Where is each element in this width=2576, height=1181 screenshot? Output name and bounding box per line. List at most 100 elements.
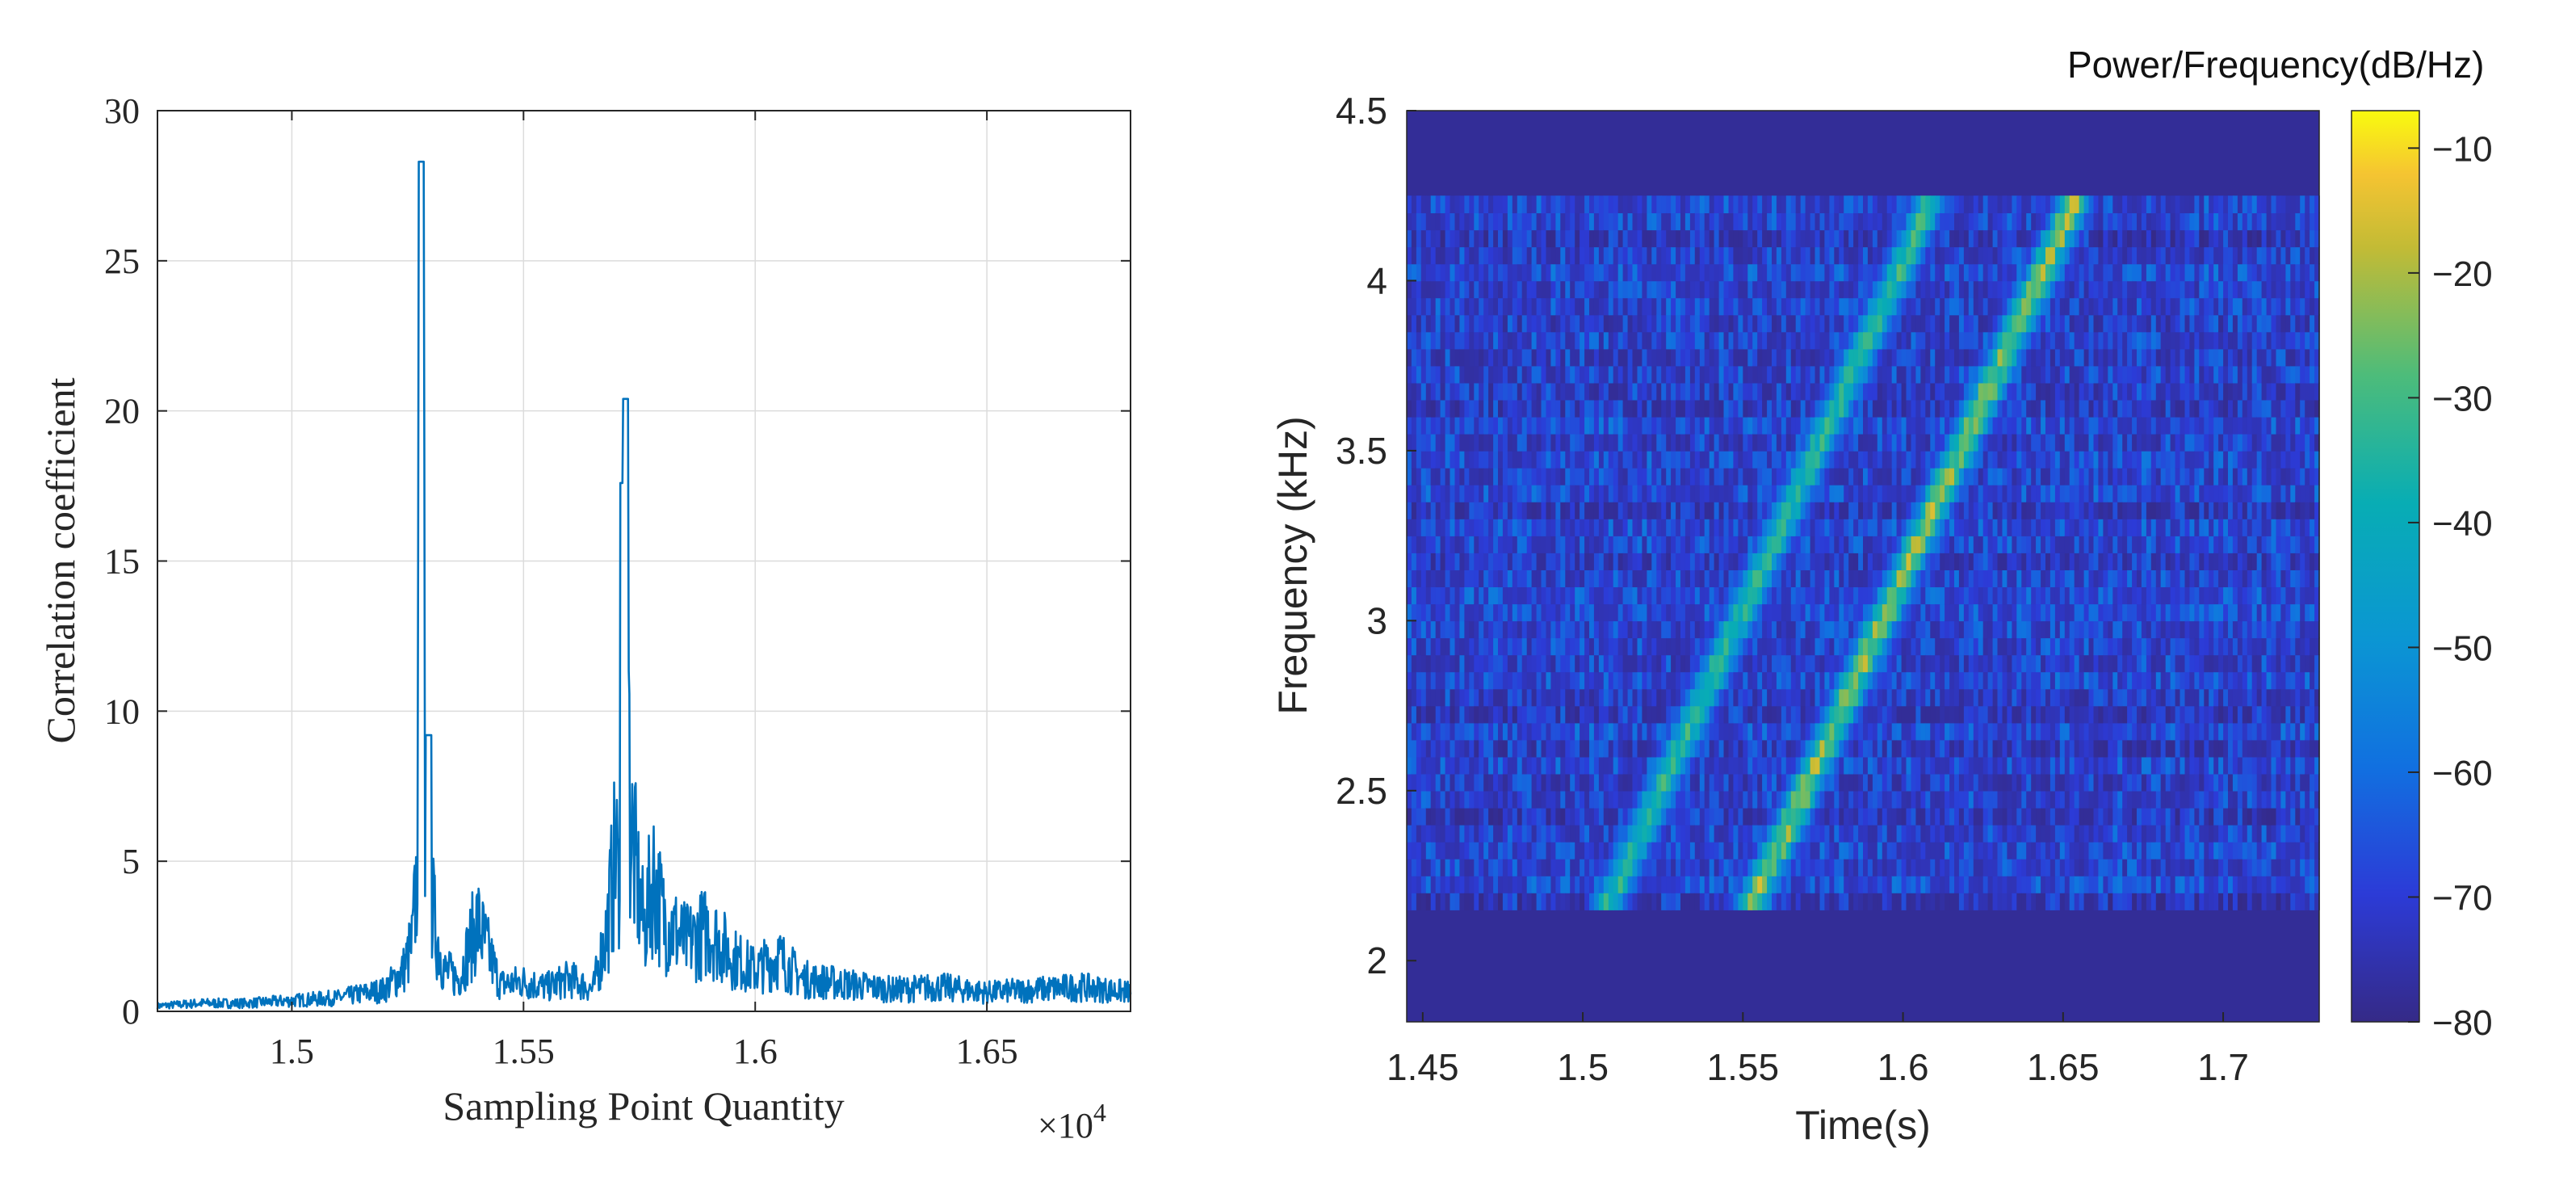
spectrogram-cell bbox=[1498, 603, 1504, 622]
spectrogram-cell bbox=[1598, 773, 1605, 792]
spectrogram-cell bbox=[1790, 654, 1797, 673]
spectrogram-cell bbox=[1718, 536, 1725, 553]
spectrogram-cell bbox=[1718, 637, 1725, 656]
spectrogram-cell bbox=[1699, 841, 1705, 859]
spectrogram-cell bbox=[1882, 297, 1888, 316]
spectrogram-cell bbox=[1411, 586, 1417, 605]
spectrogram-cell bbox=[1752, 467, 1758, 485]
spectrogram-cell bbox=[1570, 467, 1575, 485]
spectrogram-cell bbox=[1935, 620, 1940, 639]
spectrogram-cell bbox=[1502, 705, 1508, 724]
spectrogram-cell bbox=[1853, 569, 1859, 587]
spectrogram-cell bbox=[1580, 416, 1585, 435]
spectrogram-cell bbox=[1738, 502, 1744, 519]
spectrogram-cell bbox=[1915, 603, 1922, 622]
spectrogram-cell bbox=[1493, 280, 1499, 299]
spectrogram-cell bbox=[1589, 485, 1595, 502]
spectrogram-cell bbox=[1580, 671, 1585, 690]
spectrogram-cell bbox=[1546, 553, 1552, 570]
spectrogram-cell bbox=[1676, 705, 1681, 724]
spectrogram-cell bbox=[1479, 688, 1484, 707]
spectrogram-cell bbox=[1872, 246, 1878, 265]
spectrogram-cell bbox=[1450, 756, 1456, 775]
spectrogram-cell bbox=[1546, 773, 1552, 792]
spectrogram-cell bbox=[1526, 467, 1533, 485]
spectrogram-cell bbox=[1757, 365, 1763, 384]
spectrogram-cell bbox=[1598, 586, 1605, 605]
spectrogram-cell bbox=[1479, 620, 1484, 639]
spectrogram-cell bbox=[1940, 790, 1945, 809]
spectrogram-cell bbox=[1891, 739, 1898, 758]
spectrogram-cell bbox=[1747, 739, 1753, 758]
spectrogram-cell bbox=[1454, 722, 1461, 741]
spectrogram-cell bbox=[1617, 314, 1624, 333]
spectrogram-cell bbox=[1435, 331, 1441, 350]
spectrogram-cell bbox=[1925, 280, 1931, 299]
spectrogram-cell bbox=[1954, 502, 1960, 519]
spectrogram-cell bbox=[1560, 365, 1566, 384]
spectrogram-cell bbox=[1411, 705, 1417, 724]
spectrogram-cell bbox=[1858, 654, 1864, 673]
spectrogram-cell bbox=[1541, 314, 1547, 333]
spectrogram-cell bbox=[1565, 807, 1571, 826]
spectrogram-cell bbox=[1661, 739, 1667, 758]
spectrogram-cell bbox=[1512, 773, 1518, 792]
spectrogram-cell bbox=[1440, 739, 1446, 758]
spectrogram-cell bbox=[1435, 297, 1441, 316]
spectrogram-cell bbox=[1676, 433, 1681, 452]
spectrogram-cell bbox=[1666, 756, 1672, 775]
spectrogram-cell bbox=[1498, 365, 1504, 384]
spectrogram-cell bbox=[1930, 841, 1936, 859]
spectrogram-cell bbox=[1781, 807, 1787, 826]
spectrogram-cell bbox=[1949, 246, 1955, 265]
spectrogram-cell bbox=[1867, 280, 1873, 299]
spectrogram-cell bbox=[1560, 519, 1566, 536]
spectrogram-cell bbox=[1920, 348, 1927, 367]
spectrogram-cell bbox=[1733, 671, 1739, 690]
spectrogram-cell bbox=[1930, 314, 1936, 333]
spectrogram-cell bbox=[1440, 586, 1446, 605]
spectrogram-cell bbox=[1598, 467, 1605, 485]
spectrogram-cell bbox=[1584, 382, 1590, 401]
spectrogram-cell bbox=[1963, 399, 1970, 418]
spectrogram-cell bbox=[1834, 569, 1840, 587]
spectrogram-cell bbox=[1656, 569, 1662, 587]
spectrogram-cell bbox=[1829, 365, 1836, 384]
spectrogram-cell bbox=[1853, 807, 1859, 826]
spectrogram-cell bbox=[1565, 603, 1571, 622]
spectrogram-cell bbox=[1958, 637, 1965, 656]
spectrogram-cell bbox=[1877, 212, 1883, 231]
spectrogram-cell bbox=[1891, 859, 1898, 876]
spectrogram-cell bbox=[1790, 399, 1797, 418]
spectrogram-cell bbox=[1445, 519, 1451, 536]
spectrogram-cell bbox=[1785, 876, 1792, 893]
spectrogram-cell bbox=[1570, 893, 1575, 910]
spectrogram-cell bbox=[1790, 263, 1797, 282]
spectrogram-cell bbox=[1896, 688, 1903, 707]
spectrogram-cell bbox=[1459, 365, 1466, 384]
spectrogram-cell bbox=[1853, 195, 1859, 213]
spectrogram-cell bbox=[1488, 586, 1494, 605]
spectrogram-cell bbox=[1560, 314, 1566, 333]
spectrogram-cell bbox=[1949, 603, 1955, 622]
spectrogram-cell bbox=[1800, 807, 1806, 826]
spectrogram-cell bbox=[1844, 688, 1849, 707]
spectrogram-cell bbox=[1882, 553, 1888, 570]
spectrogram-cell bbox=[1608, 603, 1614, 622]
spectrogram-cell bbox=[1858, 365, 1864, 384]
spectrogram-cell bbox=[1651, 263, 1657, 282]
spectrogram-cell bbox=[1757, 416, 1763, 435]
spectrogram-cell bbox=[1752, 586, 1758, 605]
spectrogram-cell bbox=[1790, 297, 1797, 316]
spectrogram-cell bbox=[1546, 603, 1552, 622]
spectrogram-cell bbox=[1689, 553, 1696, 570]
spectrogram-cell bbox=[1440, 331, 1446, 350]
spectrogram-cell bbox=[1507, 773, 1513, 792]
spectrogram-cell bbox=[1877, 688, 1883, 707]
spectrogram-cell bbox=[1474, 365, 1479, 384]
spectrogram-cell bbox=[1454, 705, 1461, 724]
spectrogram-cell bbox=[1613, 263, 1619, 282]
spectrogram-cell bbox=[1699, 263, 1705, 282]
spectrogram-cell bbox=[1613, 586, 1619, 605]
